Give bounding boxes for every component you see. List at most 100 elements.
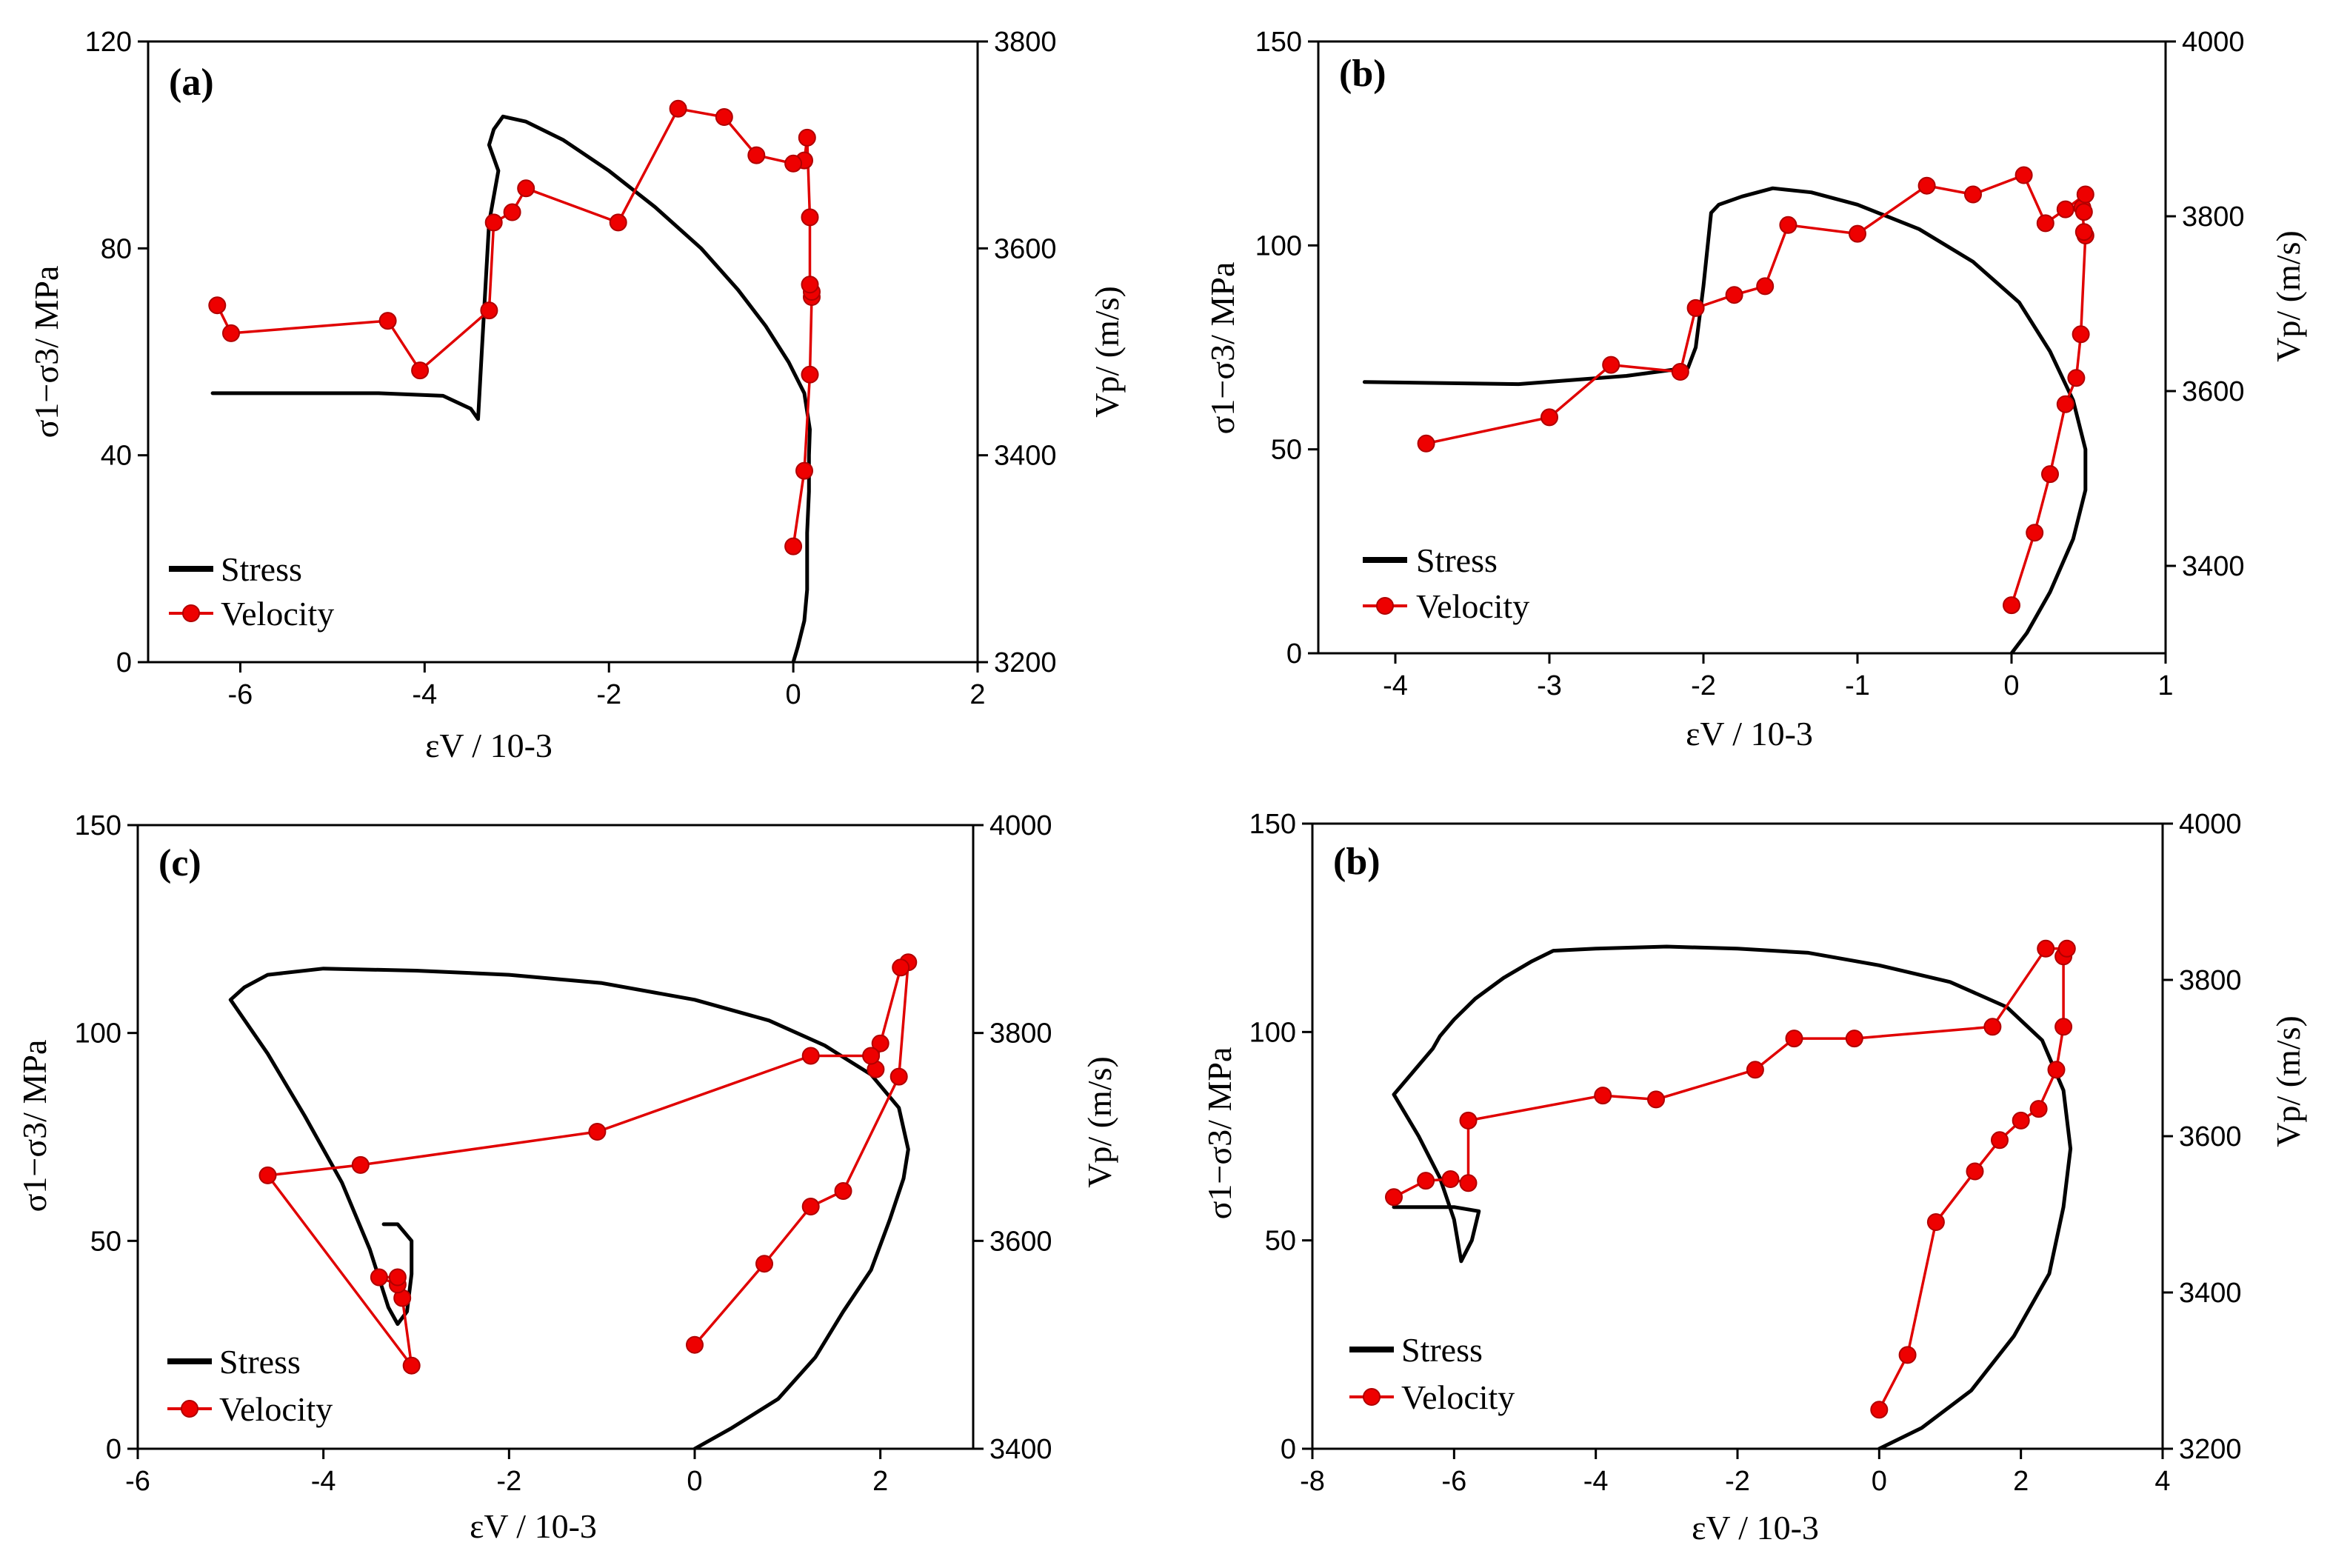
velocity-point [1917,176,1936,195]
velocity-point [1647,1090,1665,1109]
velocity-point [801,208,819,227]
y2-tick-label: 3400 [2179,1278,2242,1309]
velocity-point [2036,214,2054,233]
y-ticks: 0 50 100 150 [1255,27,1318,670]
plot-frame [136,824,975,1450]
y2-tick-label: 3400 [2182,551,2245,582]
x-tick-label: 2 [969,679,985,710]
y-axis-label: σ1−σ3/ MPa [1204,262,1241,435]
panel-b-top: (b) -4 -3 -2 -1 0 1 0 50 100 150 3400 3600 3800 400… [1204,27,2307,753]
legend-velocity-marker [1363,1388,1381,1406]
legend-stress-label: Stress [221,550,302,588]
y2-tick-label: 3600 [994,233,1057,264]
velocity-point [669,99,687,118]
velocity-point [222,324,240,342]
y2-tick-label: 4000 [2182,27,2245,58]
velocity-point [889,1067,908,1086]
x-tick-label: 2 [872,1466,888,1497]
legend-velocity-label: Velocity [1401,1378,1515,1416]
y2-ticks: 3400 3600 3800 4000 [973,810,1052,1465]
stress-curve [228,967,910,1449]
velocity-point [1602,356,1620,374]
x-tick-label: 1 [2157,670,2173,701]
velocity-point [1779,216,1797,234]
velocity-point [1594,1087,1612,1105]
velocity-point [1725,286,1743,304]
y2-tick-label: 3200 [994,647,1057,678]
velocity-line [216,107,813,548]
x-ticks: -4 -3 -2 -1 0 1 [1383,653,2174,701]
velocity-point [588,1123,607,1141]
legend-velocity-label: Velocity [221,595,334,633]
velocity-line [1392,947,2069,1412]
velocity-point [784,154,803,173]
x-tick-label: 4 [2154,1466,2170,1497]
x-tick-label: -4 [1583,1466,1609,1497]
velocity-point [2072,325,2090,344]
x-ticks: -6 -4 -2 0 2 [125,1449,888,1497]
velocity-point [484,213,503,232]
panel-label: (a) [169,61,214,104]
plot-frame [1317,40,2167,655]
x-tick-label: 0 [687,1466,702,1497]
velocity-point [834,1182,852,1200]
stress-curve [1362,186,2088,653]
y2-axis-label: Vp/ (m/s) [2269,1015,2307,1147]
velocity-point [351,1155,370,1174]
velocity-point [1756,277,1775,296]
velocity-point [1441,1170,1460,1188]
y-axis-label: σ1−σ3/ MPa [27,266,65,438]
velocity-point [1983,1018,2002,1036]
stress-curve [210,114,812,662]
velocity-point [892,958,910,977]
velocity-point [1785,1030,1803,1048]
velocity-point [2003,596,2020,615]
y2-tick-label: 3800 [994,27,1057,58]
legend-stress-label: Stress [1416,541,1498,579]
legend-stress-label: Stress [219,1343,301,1381]
y-tick-label: 40 [101,441,132,472]
x-tick-label: -2 [496,1466,521,1497]
panel-label: (b) [1339,53,1386,95]
velocity-point [2067,369,2086,387]
velocity-point [747,146,766,164]
y2-axis-label: Vp/ (m/s) [2269,230,2307,362]
velocity-point [2056,395,2074,413]
velocity-point [795,461,813,480]
y-axis-label: σ1−σ3/ MPa [1201,1047,1238,1220]
velocity-point [1417,434,1435,453]
velocity-point [1845,1030,1863,1048]
panel-label: (c) [158,842,201,884]
velocity-point [2054,1018,2073,1036]
x-tick-label: -6 [125,1466,150,1497]
velocity-point [2056,200,2074,218]
velocity-point [2012,1111,2030,1130]
x-tick-label: -1 [1845,670,1870,701]
panel-b-bottom: (b) -8 -6 -4 -2 0 2 4 0 50 100 150 3200 3400 3600 38… [1201,809,2307,1547]
stress-curve [1392,944,2073,1449]
velocity-point [1964,185,1982,204]
x-axis-label: εV / 10-3 [425,727,553,764]
y-axis-label: σ1−σ3/ MPa [16,1040,53,1212]
y2-tick-label: 3200 [2179,1434,2242,1465]
x-tick-label: -4 [412,679,437,710]
velocity-point [1926,1213,1945,1231]
velocity-point [388,1268,407,1287]
x-axis-label: εV / 10-3 [470,1507,597,1545]
series-group [208,99,821,662]
velocity-point [208,296,227,315]
legend-stress-label: Stress [1401,1331,1483,1369]
velocity-point [1686,298,1705,317]
y-tick-label: 0 [1281,1434,1296,1465]
velocity-point [402,1356,421,1375]
velocity-point [1459,1174,1478,1192]
velocity-point [801,276,819,294]
panel-label: (b) [1333,841,1381,883]
y2-tick-label: 3600 [2182,376,2245,407]
velocity-point [715,108,733,126]
y2-tick-label: 3800 [989,1018,1052,1050]
y2-tick-label: 3600 [2179,1121,2242,1152]
velocity-point [480,301,498,320]
velocity-point [2026,524,2044,542]
